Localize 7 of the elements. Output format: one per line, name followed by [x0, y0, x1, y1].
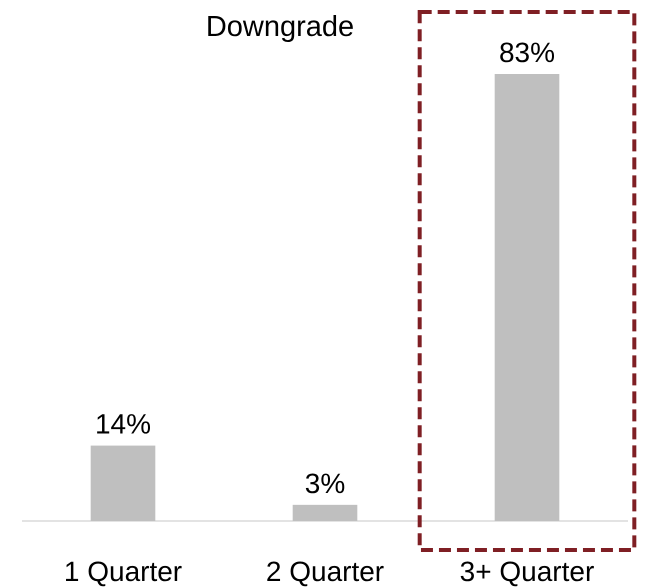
x-tick-label: 3+ Quarter [460, 556, 594, 587]
x-tick-label: 1 Quarter [64, 556, 182, 587]
chart-title: Downgrade [206, 11, 354, 43]
data-label: 83% [498, 37, 556, 68]
x-tick-label: 2 Quarter [266, 556, 384, 587]
data-label: 14% [94, 408, 152, 440]
data-label: 3% [304, 468, 346, 499]
